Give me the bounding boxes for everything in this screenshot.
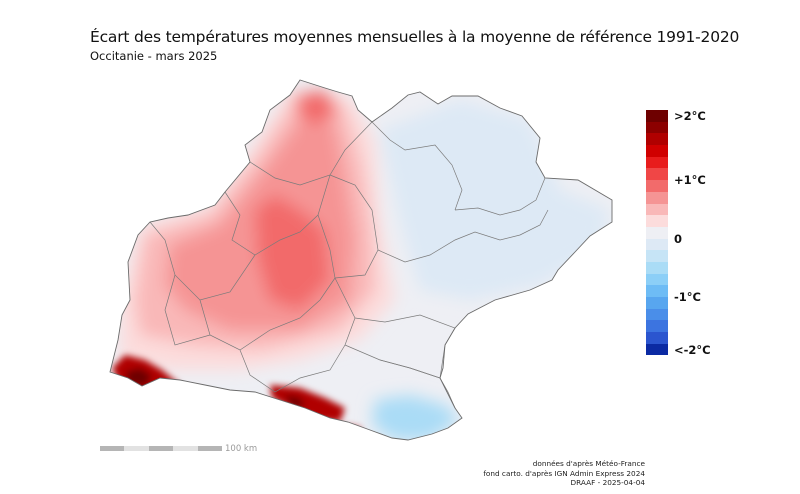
legend-swatch [646,273,668,286]
legend-swatch [646,343,668,356]
legend-swatch [646,250,668,262]
credits-basemap: fond carto. d'après IGN Admin Express 20… [483,468,645,478]
warm-strong-zone [255,195,330,310]
legend-swatch [646,133,668,146]
color-legend [646,110,668,356]
legend-label: <-2°C [674,342,711,357]
cold-zone [372,395,460,440]
legend-swatch [646,203,668,216]
scale-bar-label: 100 km [225,444,258,454]
anomaly-fill [110,80,612,440]
department-borders [149,121,549,409]
legend-label: -1°C [674,290,701,305]
legend-swatch [646,261,668,274]
legend-swatch [646,238,668,251]
legend-swatch [646,320,668,333]
extreme-zone-east [345,425,362,436]
border-tarn [329,174,379,279]
map-subtitle: Occitanie - mars 2025 [90,49,218,63]
legend-swatch [646,180,668,192]
legend-swatch [646,168,668,181]
legend-label: 0 [674,231,683,246]
border-lot-aveyron [249,121,373,186]
map-title: Écart des températures moyennes mensuell… [90,28,740,46]
scale-bar-segment [100,446,125,451]
scale-bar-segment [173,446,198,451]
legend-swatch [646,191,668,204]
border-lozere [371,121,463,211]
border-ariege [239,277,356,393]
legend-swatch [646,121,668,134]
border-gers [149,221,256,301]
legend-swatch [646,110,668,122]
border-gard [454,177,546,216]
legend-swatch [646,308,668,321]
border-tarn-et-garonne [224,174,331,256]
legend-swatch [646,215,668,227]
scale-bar [100,446,222,452]
scale-bar-segment [124,446,149,451]
legend-swatch [646,145,668,157]
credits-source: données d'après Météo-France [532,459,645,468]
legend-label: >2°C [674,108,706,123]
legend-label: +1°C [674,173,706,188]
scale-bar-segment [197,446,222,451]
border-haute-garonne [199,214,336,351]
legend-swatch [646,332,668,344]
legend-swatch [646,156,668,169]
legend-swatch [646,285,668,297]
legend-swatch [646,226,668,239]
extreme-zone-center [270,385,345,422]
credits: données d'après Météo-France fond carto.… [483,459,645,488]
scale-bar-segment [148,446,174,451]
extreme-core-center [285,395,305,408]
region-outline [109,79,613,441]
warm-strong-zone-north [295,90,340,125]
border-herault [377,209,549,263]
legend-swatch [646,297,668,309]
cool-zone [380,100,610,300]
border-hautes-pyrenees [164,274,211,346]
credits-author-date: DRAAF - 2025-04-04 [570,478,645,488]
